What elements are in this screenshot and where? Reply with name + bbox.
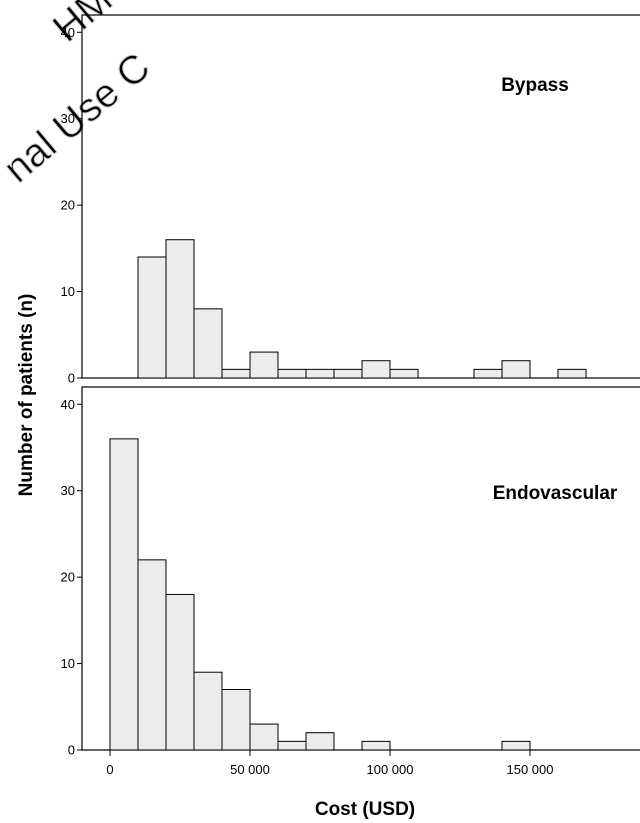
histogram-bar (137, 559, 167, 751)
histogram-bar (361, 360, 391, 379)
y-tick-label: 20 (61, 570, 75, 585)
x-tick-label: 100 000 (367, 762, 414, 777)
histogram-bar (165, 239, 195, 379)
panel-label: Bypass (501, 75, 569, 96)
x-tick-label: 150 000 (507, 762, 554, 777)
y-tick-label: 10 (61, 284, 75, 299)
histogram-bar (305, 368, 335, 379)
x-tick-label: 0 (106, 762, 113, 777)
histogram-bar (389, 368, 419, 379)
x-axis: 0 50 000 100 000 150 000 (106, 750, 554, 777)
histogram-bar (361, 740, 391, 751)
histogram-bar (137, 256, 167, 379)
histogram-bar (557, 368, 587, 379)
y-axis-title: Number of patients (n) (16, 294, 37, 497)
y-tick-label: 40 (61, 25, 75, 40)
histogram-bar (473, 368, 503, 379)
histogram-bar (221, 689, 251, 751)
histogram-bar (501, 360, 531, 379)
histogram-bar (277, 368, 307, 379)
histogram-bar (333, 368, 363, 379)
watermark-line-2: nal Use C (0, 45, 158, 192)
histogram-bar (277, 740, 307, 751)
panel-endovascular: 0 10 20 30 40 Endovascular (61, 386, 640, 758)
y-tick-label: 10 (61, 656, 75, 671)
histogram-bar (109, 438, 139, 751)
panels: 0 10 20 30 40 Bypass 0 10 20 30 40 Endovascular (61, 14, 640, 758)
watermark-line-1: HM (45, 0, 121, 51)
histogram-bar (249, 351, 279, 379)
y-tick-label: 0 (68, 371, 75, 386)
panel-bypass: 0 10 20 30 40 Bypass (61, 14, 640, 386)
histogram-bar (165, 593, 195, 751)
histogram-bar (305, 732, 335, 751)
y-tick-label: 20 (61, 198, 75, 213)
panel-label: Endovascular (493, 483, 618, 504)
y-tick-label: 30 (61, 111, 75, 126)
histogram-bar (193, 671, 223, 751)
y-tick-label: 0 (68, 743, 75, 758)
histogram-bar (193, 308, 223, 379)
y-tick-label: 30 (61, 483, 75, 498)
histogram-bar (221, 368, 251, 379)
histogram-bar (249, 723, 279, 751)
watermark: HM nal Use C (0, 0, 159, 192)
histogram-bar (501, 740, 531, 751)
y-tick-label: 40 (61, 397, 75, 412)
x-axis-title: Cost (USD) (315, 799, 415, 820)
x-tick-label: 50 000 (230, 762, 270, 777)
